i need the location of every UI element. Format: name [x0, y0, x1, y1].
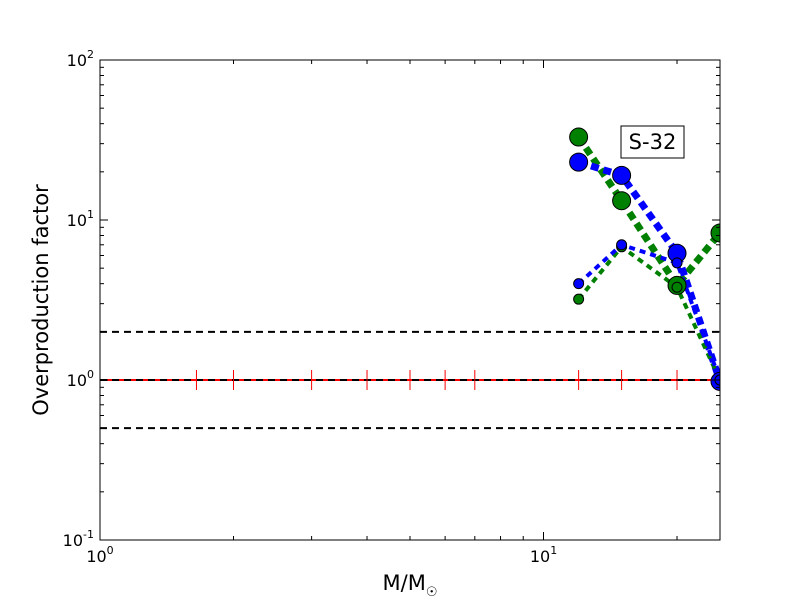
data-point [671, 257, 683, 269]
y-tick-label: 100 [67, 368, 94, 390]
data-point [612, 165, 632, 185]
data-point [573, 278, 585, 290]
y-tick-label: 101 [67, 208, 94, 230]
x-axis-label-subscript: ☉ [426, 585, 438, 600]
data-point [569, 152, 589, 172]
series-layer [569, 127, 720, 391]
data-point [671, 281, 683, 293]
series-line [575, 135, 720, 292]
reference-markers [195, 370, 720, 390]
data-point [616, 239, 628, 251]
data-point [710, 223, 720, 243]
y-tick-label: 10-1 [63, 528, 94, 550]
series-line [577, 158, 720, 383]
series-line [577, 242, 720, 381]
annotation-label: S-32 [629, 130, 677, 154]
x-tick-label: 100 [86, 544, 113, 566]
data-point [569, 127, 589, 147]
series-line [577, 244, 720, 381]
data-point [612, 191, 632, 211]
plot-frame [99, 59, 721, 541]
data-point [573, 293, 585, 305]
annotation-layer: S-32 [620, 125, 685, 159]
x-tick-label: 101 [530, 544, 557, 566]
y-tick-label: 102 [67, 48, 94, 70]
x-axis-label-main: M/M [383, 571, 426, 595]
x-axis-label: M/M☉ [383, 571, 438, 600]
y-axis-label: Overproduction factor [29, 184, 53, 416]
annotation-box [620, 125, 685, 159]
